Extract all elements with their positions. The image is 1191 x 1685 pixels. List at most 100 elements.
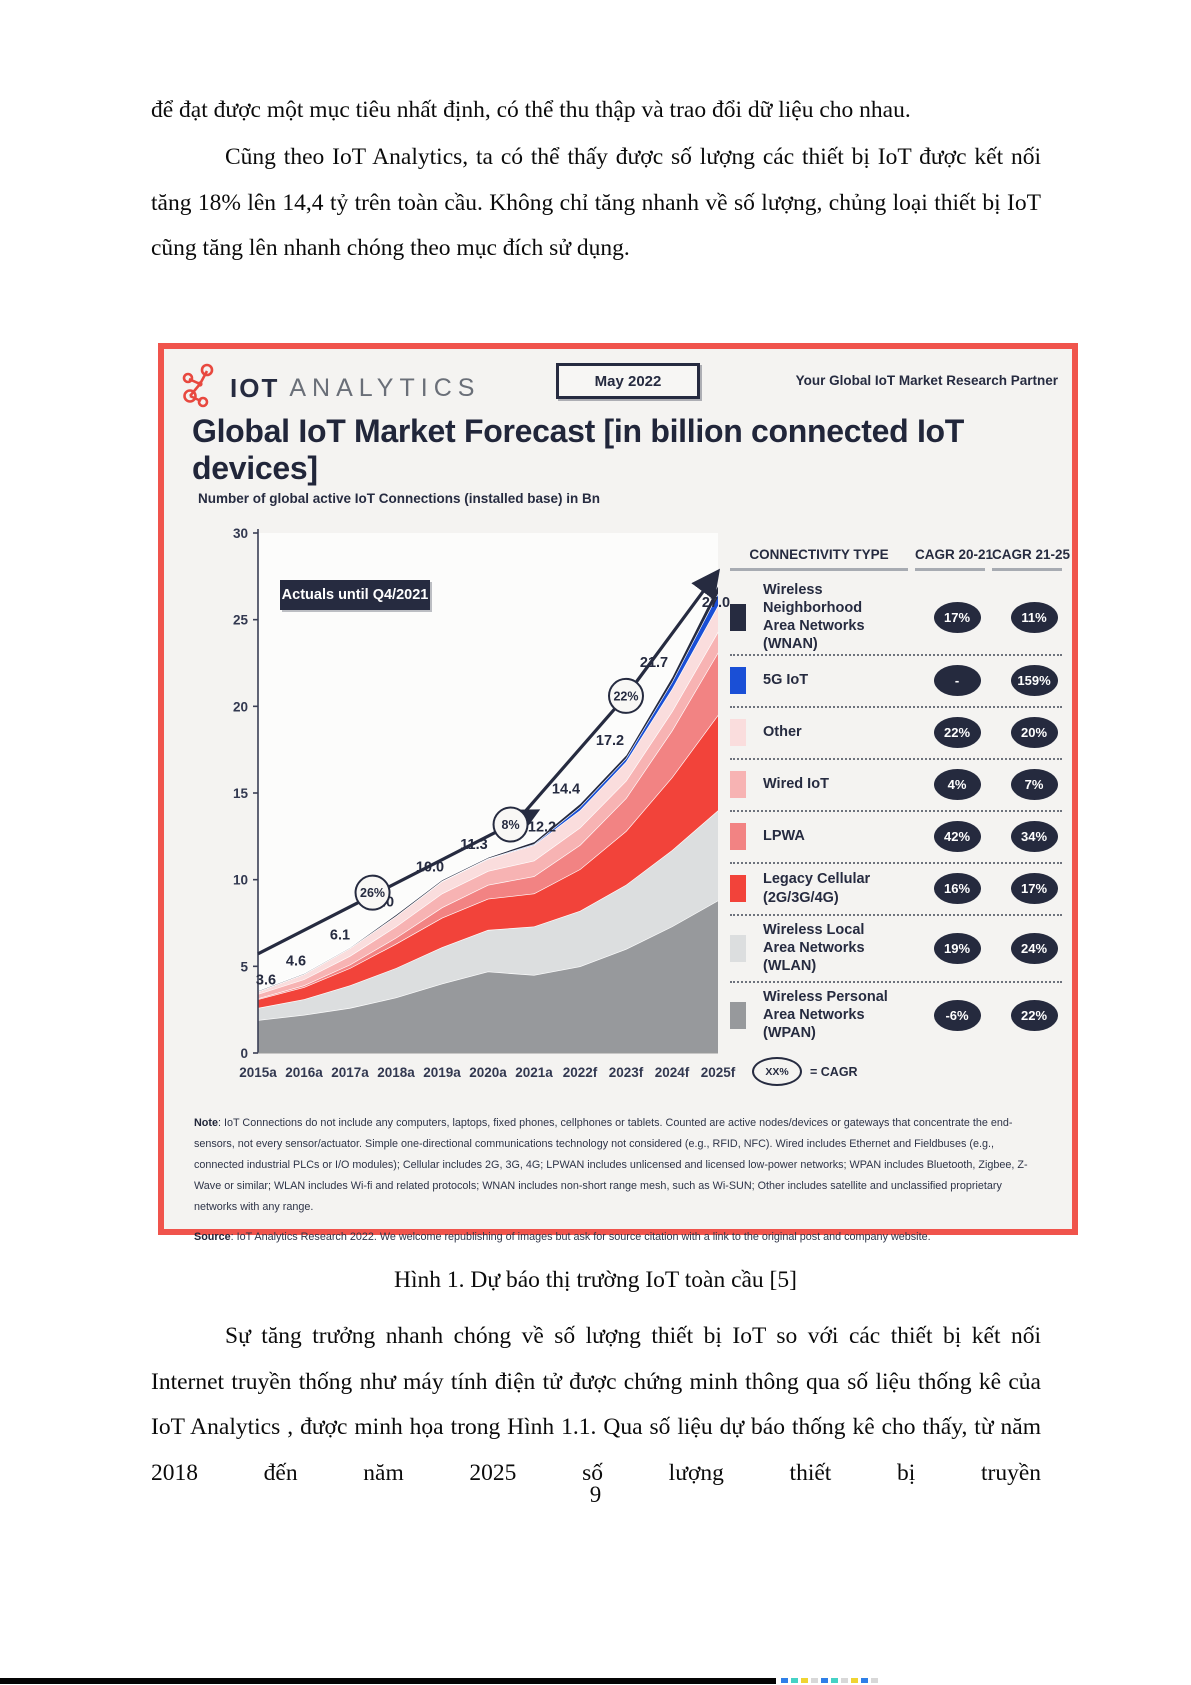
cagr-bubble-circle-2 [608, 677, 644, 714]
legend-row-7: Wireless Personal Area Networks (WPAN) -6%… [730, 983, 1062, 1048]
cagr-20-21-bubble: 17% [933, 601, 981, 633]
cagr-21-25-bubble: 24% [1010, 932, 1058, 964]
legend-header: CONNECTIVITY TYPE CAGR 20-21 CAGR 21-25 [730, 547, 1070, 571]
figure-caption: Hình 1. Dự báo thị trường IoT toàn cầu [… [394, 1267, 797, 1293]
area-band-3 [258, 652, 718, 1000]
x-tick-label: 2016a [285, 1065, 323, 1080]
y-tick-label: 0 [240, 1046, 248, 1061]
legend-row-1: 5G IoT -159% [730, 656, 1062, 708]
cagr-bubble-label-2: 22% [613, 689, 638, 703]
total-label-2: 6.1 [330, 927, 350, 943]
cagr-20-21-bubble: - [933, 665, 981, 696]
cagr-bubble-circle-1 [492, 806, 529, 843]
legend-row-5: Legacy Cellular (2G/3G/4G) 16% 17% [730, 864, 1062, 916]
legend-row-3: Wired IoT 4% 7% [730, 760, 1062, 812]
legend-header-type: CONNECTIVITY TYPE [749, 547, 889, 562]
cagr-key-bubble: XX% [752, 1057, 802, 1086]
cagr-key: XX% = CAGR [752, 1057, 858, 1086]
y-tick-label: 25 [233, 613, 249, 628]
cagr-21-25-bubble: 11% [1010, 601, 1058, 633]
stacked-area-chart: 0 5 10 15 20 25 30 2015a 2016a 2017a 2018a 2019a 202… [208, 517, 764, 1099]
y-tick-label: 15 [233, 786, 249, 801]
x-tick-label: 2024f [655, 1065, 690, 1080]
cagr-20-21-bubble: 16% [933, 873, 981, 904]
iot-analytics-figure: IOT ANALYTICS May 2022 Your Global IoT M… [158, 343, 1078, 1243]
legend-swatch [730, 823, 746, 850]
legend-label: Wireless Local Area Networks (WLAN) [763, 921, 865, 975]
legend-label: Wireless Neighborhood Area Networks (WNAN… [763, 582, 865, 653]
total-label-5: 11.3 [460, 837, 487, 853]
legend-label: Wired IoT [763, 776, 829, 793]
total-label-10: 27.0 [702, 595, 730, 611]
cagr-bubble-circle-0 [354, 874, 391, 911]
legend-swatch [730, 771, 746, 798]
iot-analytics-logo: IOT ANALYTICS [180, 363, 480, 414]
connectivity-legend: CONNECTIVITY TYPE CAGR 20-21 CAGR 21-25 … [730, 547, 1070, 1048]
legend-rows: Wireless Neighborhood Area Networks (WNAN… [730, 581, 1062, 1048]
figure-note: Note: IoT Connections do not include any… [194, 1113, 1046, 1248]
total-label-6: 12.2 [528, 820, 556, 836]
paragraph-3: Sự tăng trưởng nhanh chóng về số lượng t… [151, 1323, 1041, 1486]
page-number: 9 [589, 1482, 602, 1507]
x-tick-label: 2023f [609, 1065, 644, 1080]
legend-header-cagr-20-21: CAGR 20-21 [915, 547, 994, 562]
x-tick-label: 2015a [239, 1065, 277, 1080]
source-paragraph: Source: IoT Analytics Research 2022. We … [194, 1231, 931, 1244]
legend-row-2: Other 22% 20% [730, 708, 1062, 760]
x-tick-label: 2022f [563, 1065, 598, 1080]
cagr-21-25-bubble: 20% [1010, 717, 1058, 748]
legend-label: Legacy Cellular (2G/3G/4G) [763, 871, 871, 906]
total-label-7: 14.4 [552, 781, 580, 797]
total-label-4: 10.0 [416, 860, 444, 876]
area-band-1 [258, 810, 718, 1021]
partner-tagline: Your Global IoT Market Research Partner [795, 373, 1058, 388]
y-tick-label: 10 [233, 873, 248, 888]
cagr-21-25-bubble: 7% [1010, 769, 1058, 800]
cagr-20-21-bubble: 22% [933, 717, 981, 748]
cagr-bubble-label-1: 8% [502, 818, 520, 832]
cagr-key-text: = CAGR [810, 1064, 858, 1079]
area-band-edge-7 [257, 584, 719, 992]
logo-text-iot: IOT [230, 373, 280, 403]
note-paragraph: Note: IoT Connections do not include any… [194, 1117, 1028, 1214]
legend-swatch [730, 1001, 746, 1029]
figure-subtitle: Number of global active IoT Connections … [198, 491, 601, 506]
legend-label: Other [763, 724, 802, 741]
y-tick-label: 5 [240, 959, 248, 974]
cagr-20-21-bubble: 19% [933, 932, 981, 964]
y-tick-label: 20 [233, 699, 248, 714]
cagr-21-25-bubble: 22% [1010, 999, 1058, 1031]
cagr-21-25-bubble: 34% [1010, 821, 1058, 852]
iot-analytics-logo-icon [180, 363, 220, 414]
cagr-20-21-bubble: 4% [933, 769, 981, 800]
trend-arrow-0 [257, 809, 541, 956]
logo-text-analytics: ANALYTICS [289, 374, 481, 402]
cagr-21-25-bubble: 17% [1010, 873, 1058, 904]
cagr-20-21-bubble: -6% [933, 999, 981, 1031]
taskbar-sliver [0, 1678, 776, 1684]
total-label-1: 4.6 [286, 953, 306, 969]
date-badge: May 2022 [556, 363, 700, 399]
legend-label: LPWA [763, 828, 805, 845]
total-label-9: 21.7 [640, 655, 668, 671]
total-label-0: 3.6 [256, 973, 276, 989]
note-label: Note [194, 1117, 218, 1129]
legend-label: 5G IoT [763, 672, 809, 689]
x-tick-label: 2025f [701, 1065, 736, 1080]
x-tick-label: 2018a [377, 1065, 415, 1080]
legend-swatch [730, 667, 746, 694]
x-tick-label: 2020a [469, 1065, 507, 1080]
cagr-20-21-bubble: 42% [933, 821, 981, 852]
cagr-bubble-label-0: 26% [360, 886, 385, 900]
figure-title: Global IoT Market Forecast [in billion c… [192, 413, 965, 486]
total-label-8: 17.2 [596, 733, 624, 749]
legend-row-6: Wireless Local Area Networks (WLAN) 19% 24% [730, 916, 1062, 983]
source-label: Source [194, 1231, 231, 1244]
legend-label: Wireless Personal Area Networks (WPAN) [763, 988, 888, 1042]
area-band-0 [258, 900, 718, 1053]
actuals-badge: Actuals until Q4/2021 [280, 580, 430, 610]
x-tick-label: 2017a [331, 1065, 369, 1080]
chart-svg: 0 5 10 15 20 25 30 2015a 2016a 2017a 2018a 2019a 202… [233, 526, 736, 1080]
legend-swatch [730, 875, 746, 902]
